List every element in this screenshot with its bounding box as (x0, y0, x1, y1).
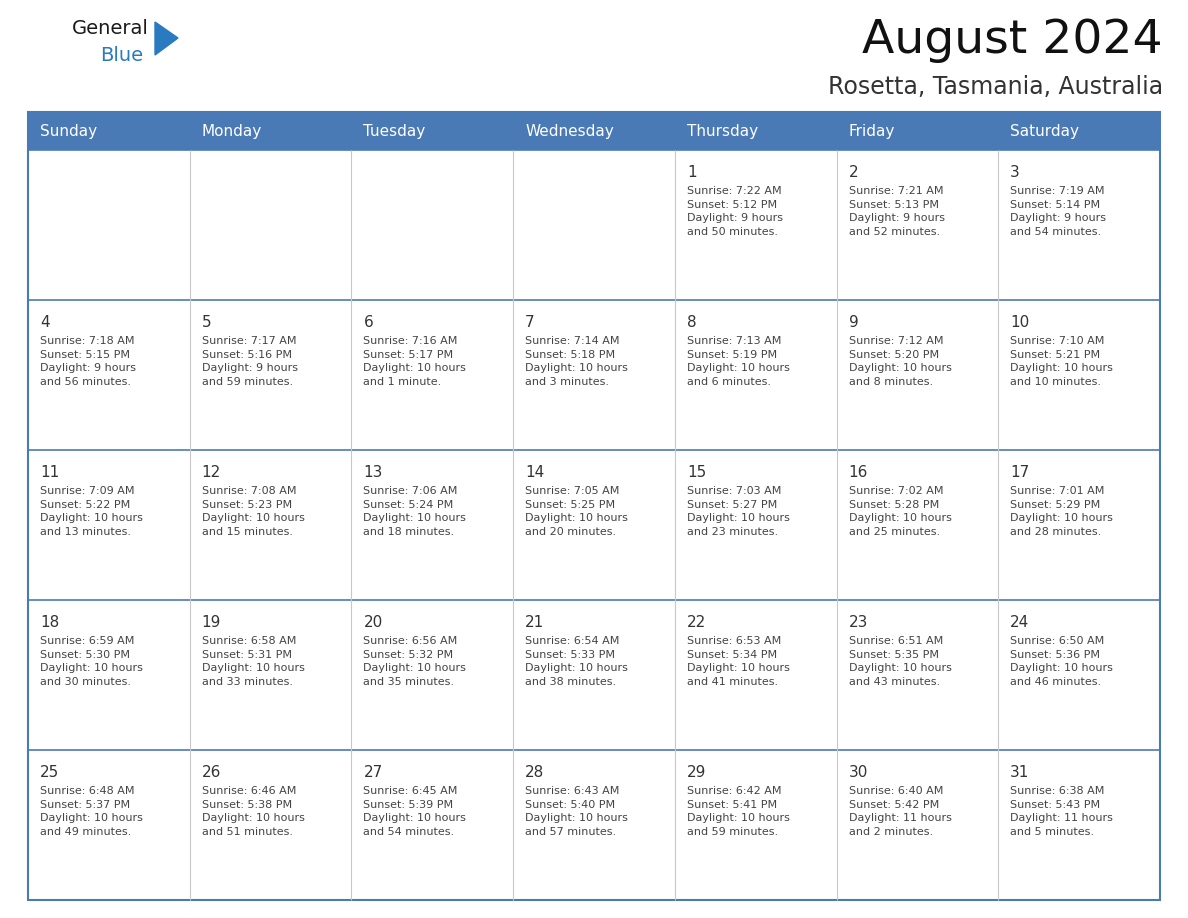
Text: Thursday: Thursday (687, 124, 758, 139)
Text: Sunrise: 6:46 AM
Sunset: 5:38 PM
Daylight: 10 hours
and 51 minutes.: Sunrise: 6:46 AM Sunset: 5:38 PM Dayligh… (202, 786, 304, 837)
Text: 11: 11 (40, 465, 59, 480)
Text: Sunrise: 6:48 AM
Sunset: 5:37 PM
Daylight: 10 hours
and 49 minutes.: Sunrise: 6:48 AM Sunset: 5:37 PM Dayligh… (40, 786, 143, 837)
Text: 29: 29 (687, 765, 706, 780)
Text: Wednesday: Wednesday (525, 124, 614, 139)
Text: 25: 25 (40, 765, 59, 780)
Text: Sunrise: 7:05 AM
Sunset: 5:25 PM
Daylight: 10 hours
and 20 minutes.: Sunrise: 7:05 AM Sunset: 5:25 PM Dayligh… (525, 486, 628, 537)
Text: 23: 23 (848, 615, 868, 630)
Text: Sunrise: 6:59 AM
Sunset: 5:30 PM
Daylight: 10 hours
and 30 minutes.: Sunrise: 6:59 AM Sunset: 5:30 PM Dayligh… (40, 636, 143, 687)
Text: 1: 1 (687, 165, 696, 180)
Text: 20: 20 (364, 615, 383, 630)
Text: 14: 14 (525, 465, 544, 480)
Text: Sunrise: 7:09 AM
Sunset: 5:22 PM
Daylight: 10 hours
and 13 minutes.: Sunrise: 7:09 AM Sunset: 5:22 PM Dayligh… (40, 486, 143, 537)
Text: Sunrise: 6:58 AM
Sunset: 5:31 PM
Daylight: 10 hours
and 33 minutes.: Sunrise: 6:58 AM Sunset: 5:31 PM Dayligh… (202, 636, 304, 687)
Text: 7: 7 (525, 315, 535, 330)
Text: 8: 8 (687, 315, 696, 330)
Text: Sunrise: 6:56 AM
Sunset: 5:32 PM
Daylight: 10 hours
and 35 minutes.: Sunrise: 6:56 AM Sunset: 5:32 PM Dayligh… (364, 636, 467, 687)
Text: Sunday: Sunday (40, 124, 97, 139)
Text: Sunrise: 7:21 AM
Sunset: 5:13 PM
Daylight: 9 hours
and 52 minutes.: Sunrise: 7:21 AM Sunset: 5:13 PM Dayligh… (848, 186, 944, 237)
Text: Sunrise: 7:10 AM
Sunset: 5:21 PM
Daylight: 10 hours
and 10 minutes.: Sunrise: 7:10 AM Sunset: 5:21 PM Dayligh… (1010, 336, 1113, 386)
Text: 4: 4 (40, 315, 50, 330)
Text: Sunrise: 6:51 AM
Sunset: 5:35 PM
Daylight: 10 hours
and 43 minutes.: Sunrise: 6:51 AM Sunset: 5:35 PM Dayligh… (848, 636, 952, 687)
Text: Tuesday: Tuesday (364, 124, 425, 139)
Text: Sunrise: 7:03 AM
Sunset: 5:27 PM
Daylight: 10 hours
and 23 minutes.: Sunrise: 7:03 AM Sunset: 5:27 PM Dayligh… (687, 486, 790, 537)
Text: 5: 5 (202, 315, 211, 330)
Text: Rosetta, Tasmania, Australia: Rosetta, Tasmania, Australia (828, 75, 1163, 99)
Text: 31: 31 (1010, 765, 1030, 780)
Text: 17: 17 (1010, 465, 1030, 480)
Text: 6: 6 (364, 315, 373, 330)
Text: 22: 22 (687, 615, 706, 630)
Text: Saturday: Saturday (1010, 124, 1079, 139)
Text: 15: 15 (687, 465, 706, 480)
Text: 10: 10 (1010, 315, 1030, 330)
Text: Sunrise: 7:01 AM
Sunset: 5:29 PM
Daylight: 10 hours
and 28 minutes.: Sunrise: 7:01 AM Sunset: 5:29 PM Dayligh… (1010, 486, 1113, 537)
Text: Sunrise: 6:38 AM
Sunset: 5:43 PM
Daylight: 11 hours
and 5 minutes.: Sunrise: 6:38 AM Sunset: 5:43 PM Dayligh… (1010, 786, 1113, 837)
Text: Sunrise: 7:17 AM
Sunset: 5:16 PM
Daylight: 9 hours
and 59 minutes.: Sunrise: 7:17 AM Sunset: 5:16 PM Dayligh… (202, 336, 298, 386)
Text: Sunrise: 6:54 AM
Sunset: 5:33 PM
Daylight: 10 hours
and 38 minutes.: Sunrise: 6:54 AM Sunset: 5:33 PM Dayligh… (525, 636, 628, 687)
Text: Sunrise: 7:18 AM
Sunset: 5:15 PM
Daylight: 9 hours
and 56 minutes.: Sunrise: 7:18 AM Sunset: 5:15 PM Dayligh… (40, 336, 135, 386)
Text: Sunrise: 6:53 AM
Sunset: 5:34 PM
Daylight: 10 hours
and 41 minutes.: Sunrise: 6:53 AM Sunset: 5:34 PM Dayligh… (687, 636, 790, 687)
Text: Sunrise: 6:43 AM
Sunset: 5:40 PM
Daylight: 10 hours
and 57 minutes.: Sunrise: 6:43 AM Sunset: 5:40 PM Dayligh… (525, 786, 628, 837)
Text: Sunrise: 7:08 AM
Sunset: 5:23 PM
Daylight: 10 hours
and 15 minutes.: Sunrise: 7:08 AM Sunset: 5:23 PM Dayligh… (202, 486, 304, 537)
Text: General: General (72, 19, 148, 38)
Text: Friday: Friday (848, 124, 895, 139)
Bar (29, 112, 1159, 150)
Text: 9: 9 (848, 315, 858, 330)
Polygon shape (154, 22, 178, 55)
Text: 27: 27 (364, 765, 383, 780)
Text: Sunrise: 6:50 AM
Sunset: 5:36 PM
Daylight: 10 hours
and 46 minutes.: Sunrise: 6:50 AM Sunset: 5:36 PM Dayligh… (1010, 636, 1113, 687)
Text: Sunrise: 6:40 AM
Sunset: 5:42 PM
Daylight: 11 hours
and 2 minutes.: Sunrise: 6:40 AM Sunset: 5:42 PM Dayligh… (848, 786, 952, 837)
Text: Sunrise: 7:02 AM
Sunset: 5:28 PM
Daylight: 10 hours
and 25 minutes.: Sunrise: 7:02 AM Sunset: 5:28 PM Dayligh… (848, 486, 952, 537)
Text: 2: 2 (848, 165, 858, 180)
Text: 28: 28 (525, 765, 544, 780)
Text: Sunrise: 7:14 AM
Sunset: 5:18 PM
Daylight: 10 hours
and 3 minutes.: Sunrise: 7:14 AM Sunset: 5:18 PM Dayligh… (525, 336, 628, 386)
Text: Sunrise: 7:12 AM
Sunset: 5:20 PM
Daylight: 10 hours
and 8 minutes.: Sunrise: 7:12 AM Sunset: 5:20 PM Dayligh… (848, 336, 952, 386)
Text: 16: 16 (848, 465, 868, 480)
Text: 19: 19 (202, 615, 221, 630)
Text: Blue: Blue (100, 46, 143, 65)
Text: August 2024: August 2024 (862, 18, 1163, 63)
Text: 21: 21 (525, 615, 544, 630)
Text: Sunrise: 6:45 AM
Sunset: 5:39 PM
Daylight: 10 hours
and 54 minutes.: Sunrise: 6:45 AM Sunset: 5:39 PM Dayligh… (364, 786, 467, 837)
Text: 3: 3 (1010, 165, 1020, 180)
Text: Sunrise: 7:16 AM
Sunset: 5:17 PM
Daylight: 10 hours
and 1 minute.: Sunrise: 7:16 AM Sunset: 5:17 PM Dayligh… (364, 336, 467, 386)
Text: Sunrise: 7:19 AM
Sunset: 5:14 PM
Daylight: 9 hours
and 54 minutes.: Sunrise: 7:19 AM Sunset: 5:14 PM Dayligh… (1010, 186, 1106, 237)
Text: 24: 24 (1010, 615, 1030, 630)
Text: 12: 12 (202, 465, 221, 480)
Text: 13: 13 (364, 465, 383, 480)
Text: Sunrise: 7:22 AM
Sunset: 5:12 PM
Daylight: 9 hours
and 50 minutes.: Sunrise: 7:22 AM Sunset: 5:12 PM Dayligh… (687, 186, 783, 237)
Text: 30: 30 (848, 765, 868, 780)
Bar (29, 112, 1159, 900)
Text: 18: 18 (40, 615, 59, 630)
Text: Sunrise: 6:42 AM
Sunset: 5:41 PM
Daylight: 10 hours
and 59 minutes.: Sunrise: 6:42 AM Sunset: 5:41 PM Dayligh… (687, 786, 790, 837)
Text: Monday: Monday (202, 124, 263, 139)
Text: 26: 26 (202, 765, 221, 780)
Text: Sunrise: 7:06 AM
Sunset: 5:24 PM
Daylight: 10 hours
and 18 minutes.: Sunrise: 7:06 AM Sunset: 5:24 PM Dayligh… (364, 486, 467, 537)
Text: Sunrise: 7:13 AM
Sunset: 5:19 PM
Daylight: 10 hours
and 6 minutes.: Sunrise: 7:13 AM Sunset: 5:19 PM Dayligh… (687, 336, 790, 386)
